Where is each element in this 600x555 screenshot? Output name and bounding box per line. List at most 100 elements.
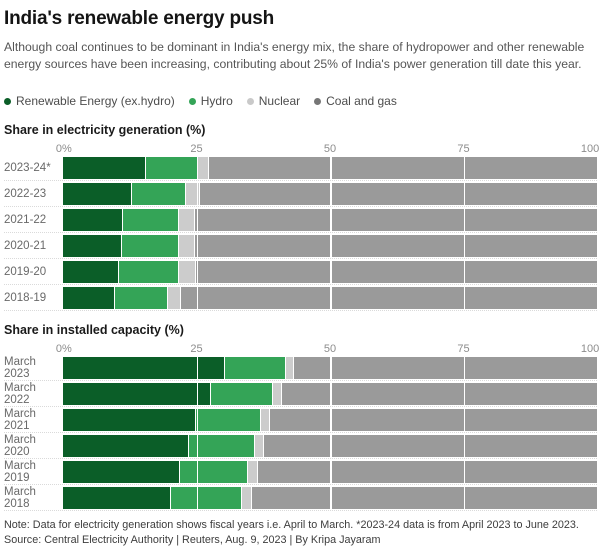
- nuclear-legend-dot-icon: [246, 97, 254, 105]
- bar-segment-renewable: [63, 356, 225, 379]
- gridline: [463, 486, 465, 509]
- gridline: [196, 260, 198, 283]
- chart-row: March 2022: [4, 381, 597, 407]
- bar-segment-coal: [179, 286, 597, 309]
- chart-row: 2021-22: [4, 207, 597, 233]
- legend-item-nuclear: Nuclear: [246, 94, 301, 108]
- axis-tick-label: 75: [457, 343, 470, 355]
- gridline: [330, 408, 332, 431]
- bar-track: [63, 234, 597, 257]
- gridline: [330, 286, 332, 309]
- bar-segment-coal: [194, 260, 597, 283]
- axis-tick-label: 50: [323, 143, 337, 155]
- bar-segment-hydro: [120, 234, 178, 257]
- bar-segment-nuclear: [259, 408, 270, 431]
- gridline: [330, 208, 332, 231]
- legend-item-coal: Coal and gas: [314, 94, 397, 108]
- chart-row: March 2021: [4, 407, 597, 433]
- axis-tick-label: 75: [457, 143, 470, 155]
- axis-tick-label: 25: [190, 143, 203, 155]
- bar-segment-hydro: [170, 486, 241, 509]
- gridline: [196, 182, 198, 205]
- chart-section-generation: Share in electricity generation (%) 0% 25…: [4, 123, 599, 311]
- row-label: March 2022: [4, 381, 36, 406]
- bar-segment-nuclear: [240, 486, 252, 509]
- bar-segment-renewable: [63, 382, 210, 405]
- gridline: [330, 234, 332, 257]
- bar-segment-coal: [263, 434, 597, 457]
- gridline: [463, 182, 465, 205]
- bar-segment-hydro: [179, 460, 248, 483]
- bar-segment-renewable: [63, 234, 121, 257]
- chart-row: March 2023: [4, 355, 597, 381]
- chart-row: March 2020: [4, 433, 597, 459]
- row-label: March 2023: [4, 355, 36, 380]
- bar-segment-nuclear: [197, 156, 208, 179]
- bar-track: [63, 486, 597, 509]
- bar-track: [63, 208, 597, 231]
- legend-item-hydro: Hydro: [188, 94, 233, 108]
- chart-row: 2019-20: [4, 259, 597, 285]
- gridline: [463, 382, 465, 405]
- gridline: [330, 486, 332, 509]
- gridline: [196, 408, 198, 431]
- gridline: [196, 156, 198, 179]
- bar-segment-coal: [198, 182, 597, 205]
- bar-segment-nuclear: [272, 382, 282, 405]
- bar-segment-hydro: [114, 286, 167, 309]
- chart-row: 2020-21: [4, 233, 597, 259]
- bar-segment-coal: [207, 156, 597, 179]
- gridline: [463, 356, 465, 379]
- bar-segment-coal: [251, 486, 597, 509]
- legend-item-renewable: Renewable Energy (ex.hydro): [4, 94, 175, 108]
- bar-track: [63, 408, 597, 431]
- bar-segment-renewable: [63, 260, 118, 283]
- axis-tick-label: 0%: [55, 343, 72, 355]
- bar-track: [63, 356, 597, 379]
- row-label: 2023-24*: [4, 161, 51, 174]
- bar-chart-generation: 2023-24* 2022-23 2021-22 2020-21 2019-20 2018…: [4, 155, 597, 311]
- row-label: 2020-21: [4, 239, 47, 252]
- gridline: [330, 434, 332, 457]
- legend-label: Hydro: [200, 94, 233, 108]
- bar-track: [63, 460, 597, 483]
- hydro-legend-dot-icon: [188, 97, 196, 105]
- bar-segment-hydro: [209, 382, 273, 405]
- x-axis: 0% 25 50 75 100: [4, 142, 599, 155]
- bar-segment-hydro: [194, 408, 260, 431]
- gridline: [330, 460, 332, 483]
- source-line: Source: Central Electricity Authority | …: [4, 534, 381, 546]
- gridline: [196, 382, 198, 405]
- gridline: [330, 382, 332, 405]
- renewable-legend-dot-icon: [4, 97, 11, 105]
- row-label: March 2020: [4, 433, 36, 458]
- legend-label: Nuclear: [258, 94, 301, 108]
- chart-row: 2023-24*: [4, 155, 597, 181]
- bar-segment-nuclear: [284, 356, 294, 379]
- bar-chart-capacity: March 2023 March 2022 March 2021 March 2020…: [4, 355, 597, 511]
- gridline: [196, 460, 198, 483]
- bar-segment-renewable: [63, 486, 171, 509]
- bar-track: [63, 182, 597, 205]
- gridline: [330, 182, 332, 205]
- gridline: [330, 156, 332, 179]
- bar-segment-hydro: [187, 434, 254, 457]
- gridline: [330, 260, 332, 283]
- axis-tick-label: 100: [580, 343, 600, 355]
- legend-label: Renewable Energy (ex.hydro): [16, 94, 175, 108]
- bar-segment-renewable: [63, 434, 188, 457]
- bar-segment-renewable: [63, 460, 180, 483]
- legend: Renewable Energy (ex.hydro) Hydro Nuclear C…: [4, 94, 597, 108]
- bar-segment-hydro: [118, 260, 178, 283]
- row-label: March 2018: [4, 485, 36, 510]
- gridline: [196, 356, 198, 379]
- chart-row: March 2018: [4, 485, 597, 511]
- chart-row: 2018-19: [4, 285, 597, 311]
- gridline: [463, 434, 465, 457]
- axis-tick-label: 25: [190, 343, 203, 355]
- gridline: [463, 460, 465, 483]
- row-label: 2018-19: [4, 291, 47, 304]
- bar-track: [63, 382, 597, 405]
- bar-segment-renewable: [63, 182, 132, 205]
